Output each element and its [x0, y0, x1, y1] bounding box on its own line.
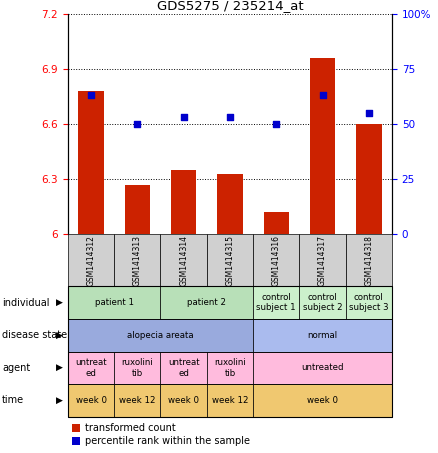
Text: week 12: week 12 [212, 396, 248, 405]
Text: GSM1414317: GSM1414317 [318, 235, 327, 286]
Text: agent: agent [2, 363, 30, 373]
Text: control
subject 3: control subject 3 [349, 293, 389, 312]
Text: control
subject 2: control subject 2 [303, 293, 343, 312]
Text: untreat
ed: untreat ed [75, 358, 107, 377]
Point [365, 109, 372, 116]
Text: percentile rank within the sample: percentile rank within the sample [85, 436, 250, 446]
Text: week 0: week 0 [168, 396, 199, 405]
Point [273, 120, 280, 128]
Text: control
subject 1: control subject 1 [256, 293, 296, 312]
Bar [356, 124, 381, 234]
Point [180, 114, 187, 121]
Point [134, 120, 141, 128]
Point [319, 92, 326, 99]
Text: GSM1414316: GSM1414316 [272, 235, 281, 286]
Text: GSM1414314: GSM1414314 [179, 235, 188, 286]
Text: GSM1414312: GSM1414312 [87, 235, 95, 286]
Bar [171, 170, 196, 234]
Text: ▶: ▶ [56, 363, 63, 372]
Text: untreated: untreated [301, 363, 344, 372]
Bar [264, 212, 289, 234]
Title: GDS5275 / 235214_at: GDS5275 / 235214_at [157, 0, 303, 12]
Point [88, 92, 95, 99]
Text: GSM1414313: GSM1414313 [133, 235, 142, 286]
Text: patient 1: patient 1 [95, 298, 134, 307]
Bar [124, 184, 150, 234]
Text: ruxolini
tib: ruxolini tib [214, 358, 246, 377]
Text: week 0: week 0 [75, 396, 106, 405]
Bar [310, 58, 335, 234]
Text: alopecia areata: alopecia areata [127, 331, 194, 340]
Text: week 12: week 12 [119, 396, 155, 405]
Text: week 0: week 0 [307, 396, 338, 405]
Text: GSM1414318: GSM1414318 [364, 235, 373, 286]
Text: disease state: disease state [2, 330, 67, 340]
Text: patient 2: patient 2 [187, 298, 226, 307]
Text: time: time [2, 395, 25, 405]
Text: ▶: ▶ [56, 298, 63, 307]
Point [226, 114, 233, 121]
Text: transformed count: transformed count [85, 423, 175, 433]
Text: ruxolini
tib: ruxolini tib [121, 358, 153, 377]
Bar [78, 91, 104, 234]
Text: normal: normal [307, 331, 338, 340]
Text: GSM1414315: GSM1414315 [226, 235, 234, 286]
Text: untreat
ed: untreat ed [168, 358, 199, 377]
Text: individual: individual [2, 298, 49, 308]
Text: ▶: ▶ [56, 396, 63, 405]
Text: ▶: ▶ [56, 331, 63, 340]
Bar [217, 173, 243, 234]
